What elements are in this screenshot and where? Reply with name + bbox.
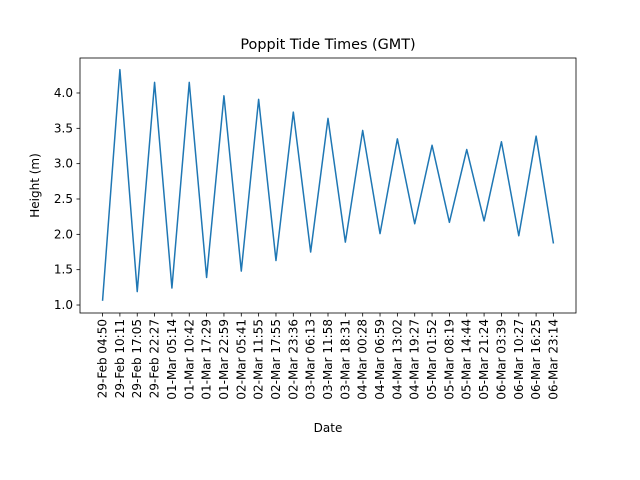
x-tick-label: 04-Mar 13:02 [390,319,404,400]
x-axis-label: Date [314,421,343,435]
x-tick-label: 04-Mar 19:27 [408,319,422,400]
x-tick-label: 03-Mar 06:13 [304,319,318,400]
y-tick-label: 4.0 [54,86,73,100]
chart-title: Poppit Tide Times (GMT) [240,37,415,53]
line [101,68,555,301]
x-tick-label: 01-Mar 22:59 [217,319,231,400]
x-tick-label: 29-Feb 10:11 [113,319,127,398]
x-tick-label: 29-Feb 04:50 [96,319,110,398]
plot-frame [79,57,577,314]
x-tick-label: 29-Feb 17:05 [130,319,144,398]
x-tick-label: 01-Mar 05:14 [165,319,179,400]
x-tick-label: 03-Mar 11:58 [321,319,335,400]
x-tick-label: 04-Mar 06:59 [373,319,387,400]
x-tick-label: 02-Mar 23:36 [286,319,300,400]
x-tick-label: 01-Mar 17:29 [200,319,214,400]
y-tick-label: 2.0 [54,227,73,241]
x-tick-label: 04-Mar 00:28 [356,319,370,400]
y-tick-label: 1.5 [54,263,73,277]
y-tick-label: 1.0 [54,298,73,312]
x-tick-label: 06-Mar 23:14 [546,319,560,400]
x-tick-label: 29-Feb 22:27 [148,319,162,398]
x-tick-label: 05-Mar 01:52 [425,319,439,400]
x-tick-label: 06-Mar 16:25 [529,319,543,400]
x-tick-label: 05-Mar 08:19 [442,319,456,400]
y-axis-label: Height (m) [28,153,42,218]
x-tick-label: 01-Mar 10:42 [182,319,196,400]
x-tick-label: 02-Mar 11:55 [252,319,266,400]
x-tick-label: 06-Mar 03:39 [494,319,508,400]
x-tick-label: 06-Mar 10:27 [512,319,526,400]
x-tick-label: 05-Mar 21:24 [477,319,491,400]
x-tick-label: 02-Mar 17:55 [269,319,283,400]
y-tick-label: 3.5 [54,121,73,135]
y-tick-label: 3.0 [54,157,73,171]
x-tick-label: 03-Mar 18:31 [338,319,352,400]
x-tick-label: 02-Mar 05:41 [234,319,248,400]
y-tick-label: 2.5 [54,192,73,206]
x-tick-label: 05-Mar 14:44 [460,319,474,400]
